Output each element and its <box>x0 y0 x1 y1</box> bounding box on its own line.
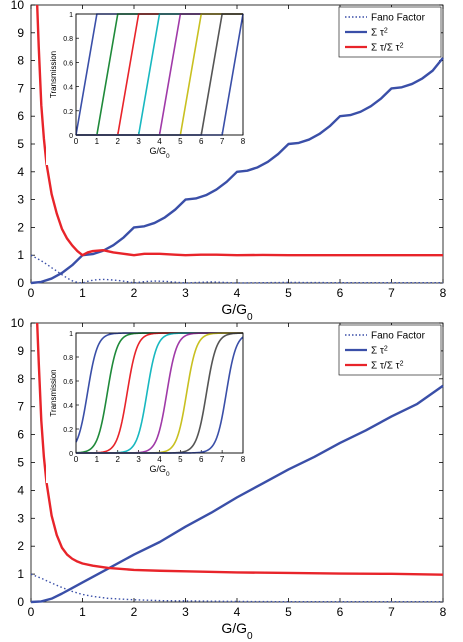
series-line-1 <box>30 57 444 285</box>
inset-frame-top <box>75 332 244 454</box>
y-tick-label: 0 <box>17 276 24 290</box>
x-tick-label: 0 <box>28 286 35 300</box>
x-tick-label: 4 <box>234 605 241 619</box>
y-tick-label: 6 <box>17 109 24 123</box>
y-tick-label: 4 <box>17 165 24 179</box>
y-tick-label: 3 <box>17 511 24 525</box>
y-tick-label: 10 <box>11 316 25 330</box>
inset-y-tick-label: 0.4 <box>63 85 73 92</box>
y-tick-label: 2 <box>17 539 24 553</box>
x-tick-label: 3 <box>182 605 189 619</box>
legend-label: Fano Factor <box>371 13 426 24</box>
inset-x-axis-label: G/G0 <box>149 146 170 160</box>
legend: Fano Factor Σ τ2 Σ τ/Σ τ2 <box>338 6 442 58</box>
x-tick-label: 5 <box>285 286 292 300</box>
legend-label: Σ τ2 <box>371 345 388 357</box>
inset-y-tick-label: 1 <box>69 331 73 338</box>
inset-x-tick-label: 5 <box>178 455 183 464</box>
y-tick-label: 8 <box>17 54 24 68</box>
y-tick-label: 5 <box>17 137 24 151</box>
x-tick-label: 6 <box>337 605 344 619</box>
x-tick-label: 2 <box>131 286 138 300</box>
legend-label: Σ τ2 <box>371 27 388 39</box>
legend-label: Fano Factor <box>371 331 426 342</box>
y-tick-label: 0 <box>17 595 24 609</box>
x-tick-label: 7 <box>388 286 395 300</box>
y-tick-label: 7 <box>17 400 24 414</box>
inset-y-tick-label: 0.6 <box>63 379 73 386</box>
inset-y-tick-label: 0 <box>69 451 73 458</box>
inset-x-tick-label: 0 <box>74 455 79 464</box>
series-line-0 <box>30 254 443 284</box>
inset-x-axis-label: G/G0 <box>149 464 170 478</box>
inset-x-tick-label: 3 <box>136 137 141 146</box>
x-tick-label: 4 <box>234 286 241 300</box>
inset-y-tick-label: 0.4 <box>63 403 73 410</box>
inset-y-tick-label: 1 <box>69 12 73 19</box>
y-tick-label: 1 <box>17 248 24 262</box>
x-axis-label: G/G0 <box>221 620 253 642</box>
inset-x-tick-label: 1 <box>95 455 100 464</box>
inset-x-tick-label: 7 <box>220 455 225 464</box>
y-tick-label: 4 <box>17 483 24 497</box>
inset-x-tick-label: 7 <box>220 137 225 146</box>
inset-x-tick-label: 2 <box>116 455 121 464</box>
inset-x-tick-label: 6 <box>199 137 204 146</box>
x-tick-label: 6 <box>337 286 344 300</box>
y-tick-label: 3 <box>17 193 24 207</box>
inset-x-tick-label: 4 <box>157 137 162 146</box>
y-tick-label: 9 <box>17 26 24 40</box>
inset-y-tick-label: 0 <box>69 133 73 140</box>
x-tick-label: 5 <box>285 605 292 619</box>
x-tick-label: 1 <box>79 605 86 619</box>
x-tick-label: 0 <box>28 605 35 619</box>
series-line-2 <box>35 322 444 576</box>
series-line-2 <box>35 4 443 257</box>
legend-label: Σ τ/Σ τ2 <box>371 360 404 372</box>
x-tick-label: 2 <box>131 605 138 619</box>
inset-y-tick-label: 0.6 <box>63 60 73 67</box>
y-tick-label: 7 <box>17 81 24 95</box>
inset-x-tick-label: 8 <box>241 455 246 464</box>
y-tick-label: 1 <box>17 567 24 581</box>
inset-frame <box>75 13 244 136</box>
inset-y-tick-label: 0.8 <box>63 355 73 362</box>
y-tick-label: 9 <box>17 344 24 358</box>
series-line-1 <box>30 384 444 604</box>
x-tick-label: 3 <box>182 286 189 300</box>
inset-chart: 0 1 2 3 4 5 6 7 8 0 0.2 0.4 0.6 0.8 1 G/G0 Transmission <box>46 329 249 483</box>
inset-x-tick-label: 8 <box>241 137 246 146</box>
y-tick-label: 2 <box>17 220 24 234</box>
y-tick-label: 8 <box>17 372 24 386</box>
inset-y-tick-label: 0.8 <box>63 36 73 43</box>
inset-x-tick-label: 0 <box>74 137 79 146</box>
y-tick-label: 6 <box>17 428 24 442</box>
x-axis-label: G/G0 <box>221 301 253 323</box>
legend-label: Σ τ/Σ τ2 <box>371 42 404 54</box>
x-tick-label: 7 <box>388 605 395 619</box>
inset-chart: 0 1 2 3 4 5 6 7 8 0 0.2 0.4 0.6 0.8 1 G/G0 Transmission <box>46 10 249 165</box>
inset-y-axis-label: Transmission <box>49 51 58 98</box>
x-tick-label: 1 <box>79 286 86 300</box>
y-tick-label: 5 <box>17 456 24 470</box>
inset-frame-top <box>75 13 244 136</box>
inset-x-tick-label: 4 <box>157 455 162 464</box>
inset-y-axis-label: Transmission <box>49 369 58 416</box>
inset-x-tick-label: 3 <box>136 455 141 464</box>
legend: Fano Factor Σ τ2 Σ τ/Σ τ2 <box>338 324 442 376</box>
inset-y-tick-label: 0.2 <box>63 109 73 116</box>
inset-x-tick-label: 1 <box>95 137 100 146</box>
inset-x-tick-label: 2 <box>116 137 121 146</box>
inset-x-tick-label: 5 <box>178 137 183 146</box>
y-tick-label: 10 <box>11 0 25 12</box>
series-line-0 <box>30 573 443 603</box>
x-tick-label: 8 <box>440 286 447 300</box>
x-tick-label: 8 <box>440 605 447 619</box>
inset-y-tick-label: 0.2 <box>63 427 73 434</box>
inset-x-tick-label: 6 <box>199 455 204 464</box>
